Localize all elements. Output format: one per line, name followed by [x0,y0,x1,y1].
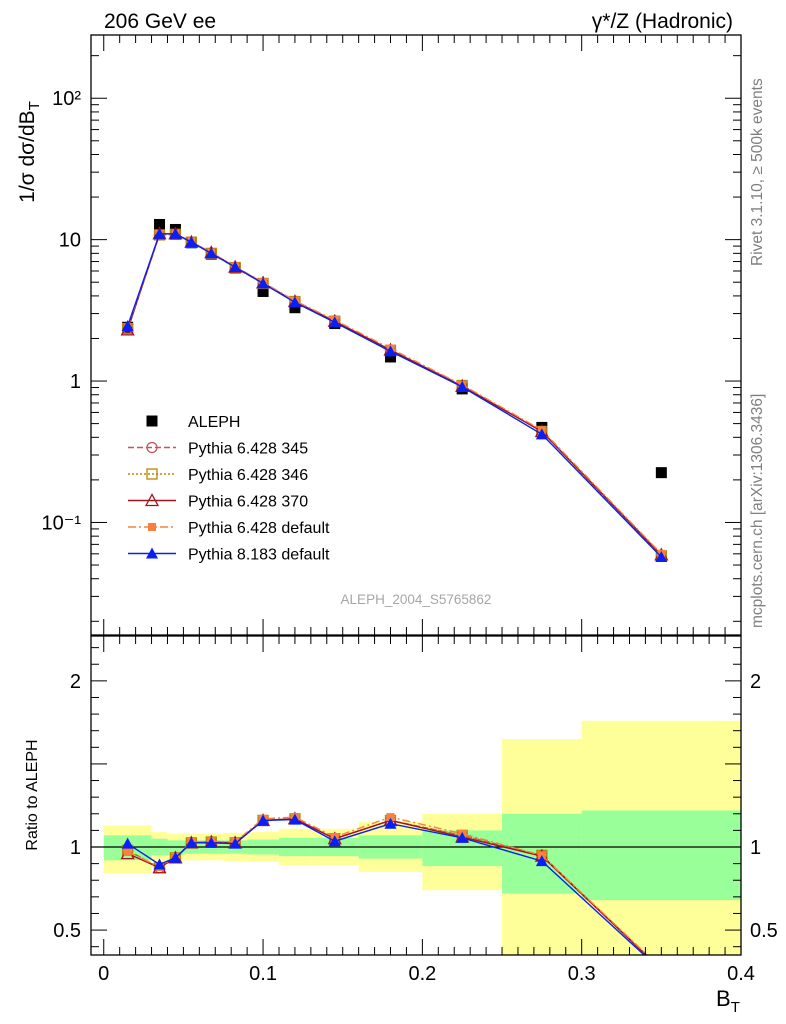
header-right: γ*/Z (Hadronic) [592,10,733,33]
side-text-bottom: mcplots.cern.ch [arXiv:1306.3436] [749,394,766,628]
y-tick-label: 10⁻¹ [42,512,82,534]
ratio-y-tick-label-right: 1 [750,837,761,859]
legend-entry-pythia-6-428-345: Pythia 6.428 345 [128,441,308,458]
point-pythia-8-183-default [288,296,301,308]
ratio-y-tick-label: 2 [70,671,81,693]
ratio-point-pythia-6-428-370 [655,964,667,975]
point-pythia-8-183-default [169,227,182,239]
point-aleph [257,285,269,297]
legend-entry-aleph: ALEPH [146,414,240,431]
legend-entry-pythia-6-428-346: Pythia 6.428 346 [128,467,308,484]
point-pythia-8-183-default [655,550,668,562]
x-tick-label: 0.2 [408,963,436,985]
series-pythia-6-428-345 [121,228,667,562]
bottom-y-axis-title: Ratio to ALEPH [24,739,41,850]
legend-label: Pythia 6.428 370 [188,494,308,511]
point-pythia-8-183-default [257,277,270,289]
ratio-y-tick-label: 0.5 [53,920,81,942]
point-aleph [655,467,667,479]
ratio-point-pythia-8-183-default [655,965,667,976]
legend-marker [146,415,158,427]
ratio-y-tick-label-right: 0.5 [750,920,778,942]
x-tick-label: 0.3 [568,963,596,985]
point-aleph [154,218,166,230]
legend-marker [144,493,160,507]
legend-marker [146,441,158,454]
uncertainty-band-inner [581,810,741,901]
y-tick-label: 1 [70,371,81,393]
top-series-group [120,218,669,562]
ratio-point-pythia-8-183-default [328,835,341,847]
ratio-point-pythia-8-183-default [288,813,301,825]
ratio-point-pythia-6-428-345 [656,964,666,974]
header-left: 206 GeV ee [104,10,216,33]
legend-label: ALEPH [188,414,240,431]
ratio-panel: 0.5 0.5 1 1 2 2 0 0.1 0.2 0.3 0.4 [53,635,778,985]
point-pythia-8-183-default [456,380,469,392]
legend-marker [146,468,158,480]
top-y-axis-title: 1/σ dσ/dBT [16,101,43,203]
x-tick-label: 0.1 [249,963,277,985]
series-pythia-8-183-default [121,227,668,562]
ratio-plot-area [91,720,741,976]
point-pythia-8-183-default [229,261,242,273]
point-pythia-8-183-default [185,236,198,248]
point-pythia-8-183-default [121,320,134,332]
ratio-point-pythia-8-183-default [205,836,218,848]
analysis-watermark: ALEPH_2004_S5765862 [341,592,492,607]
x-tick-label: 0 [98,963,109,985]
legend-marker [148,523,156,531]
ratio-point-pythia-8-183-default [229,837,242,849]
ratio-y-tick-label: 1 [70,837,81,859]
point-aleph [385,351,397,363]
y-tick-label: 10 [59,230,81,252]
uncertainty-band-inner [167,840,184,856]
x-axis-title: BT [716,986,740,1016]
ratio-point-pythia-8-183-default [535,855,548,867]
legend-entry-pythia-8-183-default: Pythia 8.183 default [128,547,330,564]
point-aleph [289,302,301,314]
series-pythia-6-428-346 [121,228,667,562]
ratio-point-pythia-8-183-default [121,837,134,849]
ratio-point-pythia-8-183-default [153,858,166,870]
legend-label: Pythia 6.428 345 [188,441,308,458]
legend-label: Pythia 6.428 default [188,520,330,537]
legend-marker [146,547,158,559]
ratio-point-pythia-8-183-default [185,836,198,848]
point-pythia-8-183-default [384,345,397,357]
legend-entry-pythia-6-428-370: Pythia 6.428 370 [128,493,308,511]
point-pythia-8-183-default [205,247,218,259]
ratio-frame [90,635,742,956]
ratio-point-pythia-8-183-default [456,831,469,843]
ratio-point-pythia-6-428-default [657,964,665,972]
ratio-point-pythia-8-183-default [169,851,182,863]
legend-label: Pythia 8.183 default [188,547,330,564]
ratio-point-pythia-6-428-346 [656,965,666,975]
point-pythia-8-183-default [153,227,166,239]
ratio-point-pythia-6-428-default [123,847,132,856]
ratio-series-pythia-8-183-default [121,813,667,976]
ratio-y-tick-label-right: 2 [750,671,761,693]
point-pythia-8-183-default [535,428,548,440]
y-tick-label: 10² [52,88,81,110]
top-panel: 10⁻¹ 1 10 10² ALEPH Pythia 6.428 345 Pythia 6.… [42,34,742,636]
legend-entry-pythia-6-428-default: Pythia 6.428 default [128,520,330,537]
top-frame [90,34,742,636]
ratio-point-pythia-8-183-default [384,817,397,829]
legend-label: Pythia 6.428 346 [188,467,308,484]
ratio-point-pythia-6-428-default [386,813,395,822]
point-pythia-8-183-default [328,316,341,328]
x-tick-label: 0.4 [727,963,755,985]
side-text-top: Rivet 3.1.10, ≥ 500k events [749,78,766,266]
ratio-point-pythia-8-183-default [257,814,270,826]
